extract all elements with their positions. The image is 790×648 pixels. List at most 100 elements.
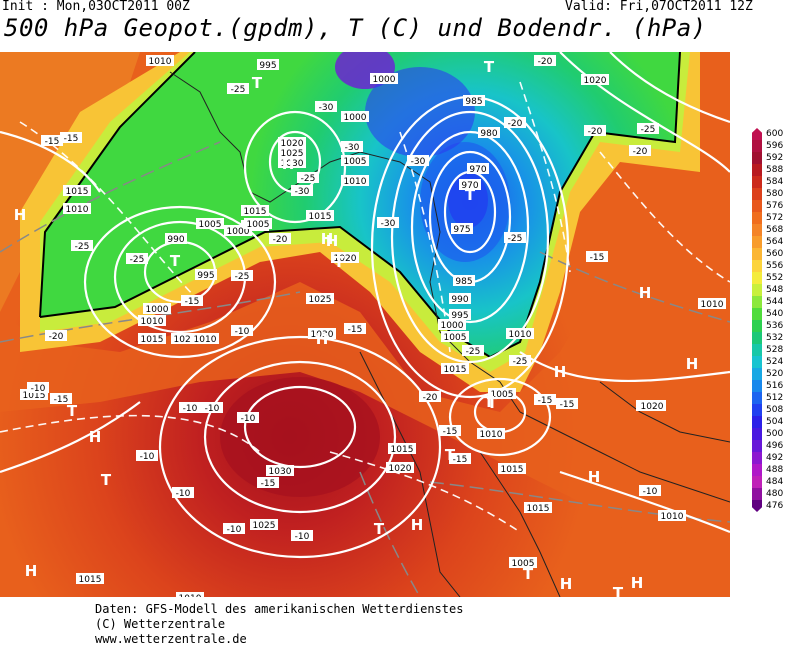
pressure-label-box bbox=[63, 203, 91, 214]
low-pressure-symbol: T bbox=[170, 252, 181, 270]
high-pressure-symbol: H bbox=[326, 232, 339, 250]
temperature-label-box bbox=[534, 394, 556, 405]
scale-entry: 500 bbox=[752, 428, 790, 440]
pressure-label-box bbox=[176, 592, 204, 597]
scale-label: 552 bbox=[766, 273, 784, 283]
scale-label: 528 bbox=[766, 345, 784, 355]
scale-label: 480 bbox=[766, 489, 784, 499]
pressure-label: 990 bbox=[167, 235, 184, 245]
temperature-label-box bbox=[60, 132, 82, 143]
scale-label: 560 bbox=[766, 249, 784, 259]
high-pressure-symbol: H bbox=[316, 330, 329, 348]
pressure-label: 1015 bbox=[66, 187, 89, 197]
pressure-label: 1005 bbox=[199, 220, 222, 230]
pressure-label: 1000 bbox=[441, 321, 464, 331]
pressure-label: 1010 bbox=[141, 317, 164, 327]
low-pressure-symbol: T bbox=[523, 565, 534, 583]
pressure-label: 1015 bbox=[309, 212, 332, 222]
orange-band-mid bbox=[0, 202, 730, 597]
pressure-label: 1015 bbox=[501, 465, 524, 475]
pressure-label-box bbox=[506, 328, 534, 339]
scale-label: 484 bbox=[766, 477, 784, 487]
scale-swatch bbox=[752, 356, 762, 368]
temperature-labels: -25 -15 -30 -30 -20 -25 -20 -25 -30 -30 -30 -20 -25 -… bbox=[27, 55, 661, 542]
pressure-label-box bbox=[441, 331, 469, 342]
pressure-label: 1015 bbox=[244, 207, 267, 217]
temperature-label-box bbox=[27, 382, 49, 393]
pressure-label: 1010 bbox=[701, 300, 724, 310]
pressure-label: 1005 bbox=[444, 333, 467, 343]
pressure-label-box bbox=[509, 557, 537, 568]
pressure-label: 1020 bbox=[281, 139, 304, 149]
scale-label: 600 bbox=[766, 129, 784, 139]
pressure-label-box bbox=[581, 74, 609, 85]
temperature-label-box bbox=[201, 402, 223, 413]
scale-swatch bbox=[752, 476, 762, 488]
pressure-label-box bbox=[524, 502, 552, 513]
pressure-label: 995 bbox=[259, 61, 276, 71]
scale-swatch bbox=[752, 392, 762, 404]
pressure-label-box bbox=[449, 293, 471, 304]
scale-entry: 548 bbox=[752, 284, 790, 296]
pressure-label: 1005 bbox=[247, 220, 270, 230]
scale-swatch bbox=[752, 140, 762, 152]
pressure-label-box bbox=[638, 400, 666, 411]
pressure-label-box bbox=[341, 111, 369, 122]
pressure-label-box bbox=[441, 363, 469, 374]
temperature-label-box bbox=[377, 217, 399, 228]
scale-swatch bbox=[752, 296, 762, 308]
pressure-label-box bbox=[488, 388, 516, 399]
scale-label: 504 bbox=[766, 417, 784, 427]
scale-entry: 552 bbox=[752, 272, 790, 284]
high-pressure-symbol: H bbox=[686, 355, 699, 373]
pressure-label: 1000 bbox=[373, 75, 396, 85]
scale-swatch bbox=[752, 440, 762, 452]
scale-swatch bbox=[752, 416, 762, 428]
pressure-label-box bbox=[477, 428, 505, 439]
high-pressure-symbol: H bbox=[89, 428, 102, 446]
scale-label: 524 bbox=[766, 357, 784, 367]
temperature-label: -30 bbox=[381, 219, 396, 229]
pressure-label-box bbox=[438, 319, 466, 330]
scale-swatch bbox=[752, 272, 762, 284]
high-pressure-symbol: H bbox=[25, 562, 38, 580]
temperature-label: -25 bbox=[641, 125, 656, 135]
pressure-label: 1025 bbox=[309, 295, 332, 305]
temperature-label: -30 bbox=[295, 187, 310, 197]
temperature-label: -25 bbox=[513, 357, 528, 367]
temperature-label-box bbox=[231, 325, 253, 336]
scale-entry: 580 bbox=[752, 188, 790, 200]
temperature-label: -20 bbox=[508, 119, 523, 129]
pressure-label: 1010 bbox=[179, 594, 202, 597]
temperature-label-box bbox=[237, 412, 259, 423]
pressure-label: 1010 bbox=[194, 335, 217, 345]
temperature-label: -15 bbox=[348, 325, 363, 335]
scale-entry: 556 bbox=[752, 260, 790, 272]
footer-data-source: Daten: GFS-Modell des amerikanischen Wet… bbox=[95, 602, 464, 616]
temperature-label: -20 bbox=[49, 332, 64, 342]
temperature-label: -15 bbox=[64, 134, 79, 144]
temperature-label-box bbox=[41, 135, 63, 146]
scale-swatch bbox=[752, 320, 762, 332]
pressure-label-box bbox=[224, 225, 252, 236]
scale-label: 512 bbox=[766, 393, 784, 403]
pressure-label-box bbox=[146, 55, 174, 66]
pressure-label: 990 bbox=[451, 295, 468, 305]
scale-swatch bbox=[752, 380, 762, 392]
pressure-label-box bbox=[196, 218, 224, 229]
high-core bbox=[220, 377, 380, 497]
scale-label: 592 bbox=[766, 153, 784, 163]
pressure-label-box bbox=[331, 252, 359, 263]
scale-swatch bbox=[752, 452, 762, 464]
temperature-label-box bbox=[556, 398, 578, 409]
temperature-label-box bbox=[629, 145, 651, 156]
scale-swatch bbox=[752, 152, 762, 164]
temperature-label: -30 bbox=[345, 143, 360, 153]
pressure-label: 970 bbox=[469, 165, 486, 175]
pressure-label-box bbox=[467, 163, 489, 174]
footer: Daten: GFS-Modell des amerikanischen Wet… bbox=[95, 602, 463, 647]
temperature-label-box bbox=[231, 270, 253, 281]
low-pressure-symbol: T bbox=[374, 520, 385, 538]
pressure-label: 1020 bbox=[334, 254, 357, 264]
pressure-label: 1010 bbox=[480, 430, 503, 440]
